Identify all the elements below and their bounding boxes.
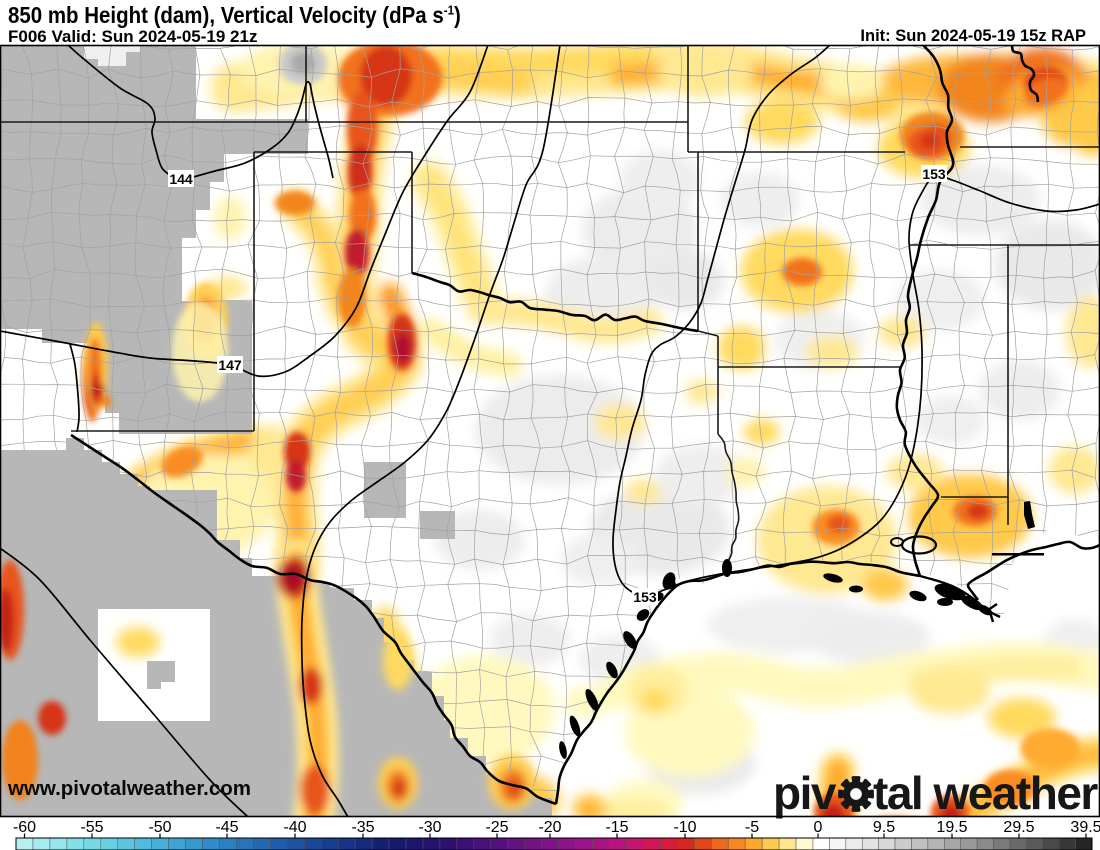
svg-text:-5: -5 (745, 819, 759, 836)
svg-text:147: 147 (218, 357, 242, 373)
svg-text:9.5: 9.5 (873, 819, 895, 836)
svg-text:-45: -45 (215, 819, 238, 836)
svg-text:-35: -35 (351, 819, 374, 836)
svg-text:-30: -30 (418, 819, 441, 836)
svg-text:29.5: 29.5 (1003, 819, 1034, 836)
svg-text:19.5: 19.5 (936, 819, 967, 836)
svg-text:153: 153 (633, 589, 657, 605)
svg-text:-20: -20 (538, 819, 561, 836)
svg-text:-60: -60 (13, 819, 36, 836)
svg-text:-55: -55 (80, 819, 103, 836)
svg-text:144: 144 (169, 171, 193, 187)
svg-text:-25: -25 (485, 819, 508, 836)
svg-text:-40: -40 (283, 819, 306, 836)
svg-text:piv: piv (773, 767, 837, 819)
svg-text:-15: -15 (605, 819, 628, 836)
svg-text:0: 0 (814, 819, 823, 836)
svg-text:39.5: 39.5 (1070, 819, 1100, 836)
svg-text:153: 153 (922, 166, 946, 182)
svg-text:www.pivotalweather.com: www.pivotalweather.com (7, 777, 251, 800)
svg-text:tal weather: tal weather (873, 767, 1098, 819)
svg-text:-10: -10 (673, 819, 696, 836)
svg-text:-50: -50 (148, 819, 171, 836)
